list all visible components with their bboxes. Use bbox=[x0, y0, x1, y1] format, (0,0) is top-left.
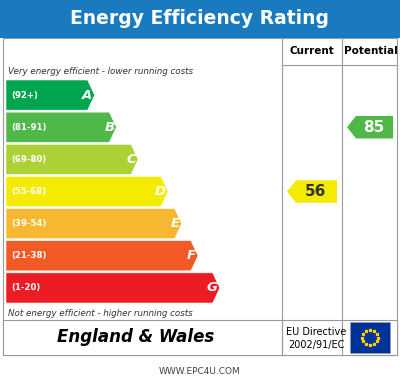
Text: Current: Current bbox=[290, 46, 334, 56]
Text: 85: 85 bbox=[363, 120, 385, 135]
Text: England & Wales: England & Wales bbox=[57, 328, 214, 346]
Text: Not energy efficient - higher running costs: Not energy efficient - higher running co… bbox=[8, 308, 193, 317]
Text: (21-38): (21-38) bbox=[11, 251, 46, 260]
Polygon shape bbox=[6, 144, 138, 175]
Polygon shape bbox=[347, 116, 393, 139]
Text: (92+): (92+) bbox=[11, 90, 38, 100]
Text: (39-54): (39-54) bbox=[11, 219, 46, 228]
Bar bbox=[350, 322, 390, 353]
Text: WWW.EPC4U.COM: WWW.EPC4U.COM bbox=[159, 367, 241, 376]
Bar bbox=[3, 320, 397, 355]
Bar bbox=[3, 38, 397, 355]
Text: C: C bbox=[126, 153, 136, 166]
Text: (81-91): (81-91) bbox=[11, 123, 46, 132]
Text: (69-80): (69-80) bbox=[11, 155, 46, 164]
Bar bbox=[0, 0, 400, 38]
Text: D: D bbox=[155, 185, 166, 198]
Text: 2002/91/EC: 2002/91/EC bbox=[288, 340, 344, 350]
Polygon shape bbox=[6, 112, 116, 142]
Text: EU Directive: EU Directive bbox=[286, 327, 346, 337]
Text: (1-20): (1-20) bbox=[11, 283, 40, 293]
Polygon shape bbox=[6, 241, 198, 271]
Text: A: A bbox=[82, 88, 92, 102]
Polygon shape bbox=[6, 177, 168, 206]
Text: (55-68): (55-68) bbox=[11, 187, 46, 196]
Text: Very energy efficient - lower running costs: Very energy efficient - lower running co… bbox=[8, 68, 193, 76]
Polygon shape bbox=[6, 80, 94, 110]
Text: 56: 56 bbox=[305, 184, 327, 199]
Text: B: B bbox=[104, 121, 114, 134]
Text: F: F bbox=[187, 249, 196, 262]
Polygon shape bbox=[6, 209, 182, 239]
Polygon shape bbox=[287, 180, 337, 203]
Text: Potential: Potential bbox=[344, 46, 398, 56]
Polygon shape bbox=[6, 273, 220, 303]
Text: G: G bbox=[207, 281, 218, 294]
Text: E: E bbox=[171, 217, 180, 230]
Text: Energy Efficiency Rating: Energy Efficiency Rating bbox=[70, 9, 330, 28]
